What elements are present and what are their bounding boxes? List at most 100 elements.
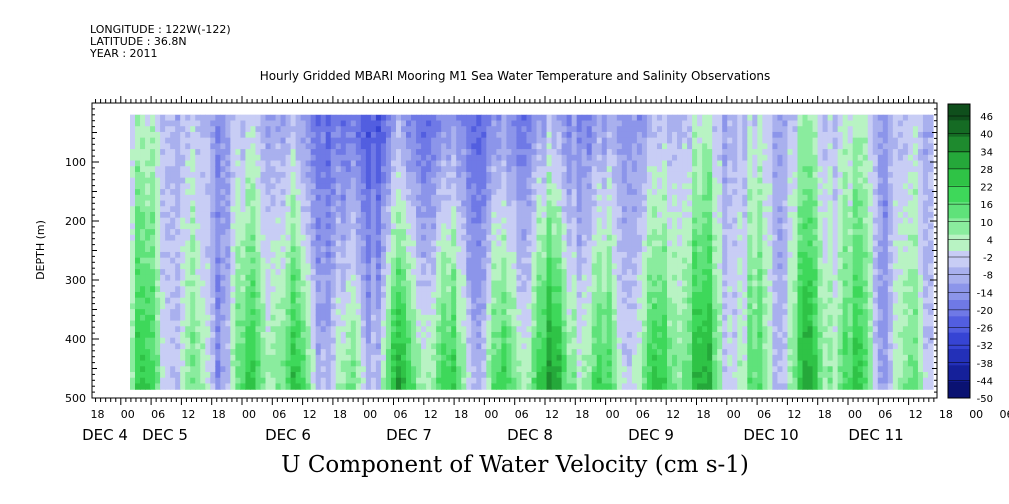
velocity-cell <box>516 274 523 282</box>
velocity-cell <box>516 263 523 270</box>
velocity-cell <box>270 320 277 327</box>
velocity-cell <box>150 383 156 390</box>
velocity-cell <box>385 349 392 356</box>
velocity-cell <box>461 137 467 144</box>
velocity-cell <box>496 217 502 224</box>
velocity-cell <box>561 126 568 133</box>
velocity-cell <box>411 343 417 350</box>
velocity-cell <box>340 326 347 333</box>
velocity-cell <box>606 189 613 196</box>
velocity-cell <box>240 331 247 339</box>
velocity-cell <box>426 154 432 162</box>
velocity-cell <box>486 372 492 379</box>
velocity-cell <box>205 326 211 333</box>
velocity-cell <box>501 366 508 373</box>
velocity-cell <box>631 160 638 167</box>
velocity-cell <box>340 320 347 327</box>
velocity-cell <box>365 149 372 156</box>
velocity-cell <box>215 291 221 299</box>
velocity-cell <box>250 240 257 247</box>
velocity-cell <box>230 303 236 310</box>
velocity-cell <box>641 234 648 242</box>
velocity-cell <box>586 314 593 322</box>
velocity-cell <box>395 223 402 230</box>
velocity-cell <box>160 194 166 202</box>
velocity-cell <box>210 360 216 367</box>
velocity-cell <box>546 240 553 247</box>
velocity-cell <box>421 274 427 282</box>
velocity-cell <box>260 114 267 122</box>
velocity-cell <box>611 337 618 345</box>
velocity-cell <box>446 320 452 327</box>
velocity-cell <box>486 297 492 305</box>
velocity-cell <box>426 343 432 350</box>
velocity-cell <box>325 257 332 265</box>
velocity-cell <box>360 154 367 162</box>
velocity-cell <box>345 366 352 373</box>
velocity-cell <box>285 177 292 184</box>
velocity-cell <box>436 223 442 230</box>
velocity-cell <box>395 309 402 316</box>
velocity-cell <box>641 229 648 236</box>
velocity-cell <box>370 120 377 127</box>
velocity-cell <box>130 114 136 122</box>
velocity-cell <box>295 131 302 139</box>
velocity-cell <box>200 143 206 150</box>
velocity-cell <box>431 366 437 373</box>
velocity-cell <box>310 326 317 333</box>
velocity-cell <box>230 149 236 156</box>
velocity-cell <box>140 269 146 276</box>
velocity-cell <box>546 349 553 356</box>
velocity-cell <box>561 240 568 247</box>
velocity-cell <box>240 274 247 282</box>
velocity-cell <box>185 126 191 133</box>
velocity-cell <box>416 194 422 202</box>
velocity-cell <box>185 131 191 139</box>
velocity-cell <box>290 274 297 282</box>
velocity-cell <box>606 326 613 333</box>
velocity-cell <box>621 251 628 259</box>
velocity-cell <box>456 360 462 367</box>
velocity-cell <box>220 126 226 133</box>
velocity-cell <box>401 372 407 379</box>
velocity-cell <box>566 217 573 224</box>
velocity-cell <box>385 240 392 247</box>
velocity-cell <box>330 126 337 133</box>
velocity-cell <box>380 337 387 345</box>
velocity-cell <box>235 309 242 316</box>
velocity-cell <box>375 160 382 167</box>
velocity-cell <box>260 211 267 219</box>
velocity-cell <box>275 189 282 196</box>
velocity-cell <box>461 343 467 350</box>
velocity-cell <box>596 269 603 276</box>
velocity-cell <box>255 354 262 362</box>
velocity-cell <box>375 372 382 379</box>
velocity-cell <box>501 343 508 350</box>
velocity-cell <box>135 246 141 253</box>
velocity-cell <box>310 377 317 385</box>
velocity-cell <box>491 331 497 339</box>
velocity-cell <box>616 177 623 184</box>
velocity-cell <box>200 269 206 276</box>
velocity-cell <box>245 206 252 213</box>
velocity-cell <box>646 320 653 327</box>
velocity-cell <box>616 154 623 162</box>
velocity-cell <box>466 337 472 345</box>
velocity-cell <box>631 291 638 299</box>
velocity-cell <box>390 337 397 345</box>
velocity-cell <box>566 166 573 173</box>
velocity-cell <box>416 274 422 282</box>
velocity-cell <box>486 240 492 247</box>
velocity-cell <box>155 314 161 322</box>
velocity-cell <box>616 189 623 196</box>
velocity-cell <box>486 114 492 122</box>
velocity-cell <box>355 217 362 224</box>
velocity-cell <box>265 143 272 150</box>
velocity-cell <box>556 194 563 202</box>
velocity-cell <box>270 337 277 345</box>
velocity-cell <box>140 377 146 385</box>
velocity-cell <box>365 337 372 345</box>
velocity-cell <box>315 229 322 236</box>
velocity-cell <box>130 211 136 219</box>
velocity-cell <box>305 189 312 196</box>
